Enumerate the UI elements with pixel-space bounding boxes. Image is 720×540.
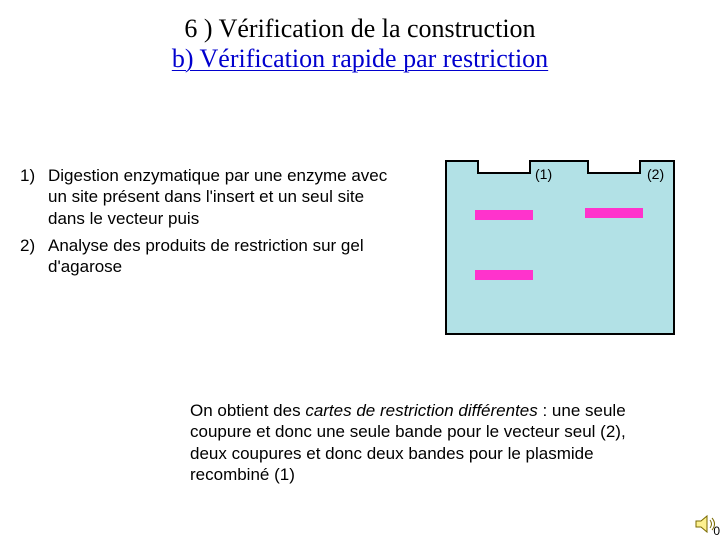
steps-list: 1) Digestion enzymatique par une enzyme …: [20, 165, 390, 283]
gel-band: [475, 270, 533, 280]
list-text: Analyse des produits de restriction sur …: [48, 235, 390, 278]
gel-band: [585, 208, 643, 218]
title-line: 6 ) Vérification de la construction: [0, 14, 720, 44]
gel-diagram: (1) (2): [445, 160, 675, 335]
bottom-text: On obtient des cartes de restriction dif…: [190, 400, 660, 485]
bottom-prefix: On obtient des: [190, 401, 305, 420]
title-block: 6 ) Vérification de la construction b) V…: [0, 14, 720, 74]
list-number: 2): [20, 235, 48, 278]
bottom-italic: cartes de restriction différentes: [305, 401, 537, 420]
gel-well-label: (2): [647, 166, 664, 182]
gel-band: [475, 210, 533, 220]
list-text: Digestion enzymatique par une enzyme ave…: [48, 165, 390, 229]
list-item: 2) Analyse des produits de restriction s…: [20, 235, 390, 278]
list-item: 1) Digestion enzymatique par une enzyme …: [20, 165, 390, 229]
list-number: 1): [20, 165, 48, 229]
gel-well: [477, 160, 531, 174]
gel-well: [587, 160, 641, 174]
subtitle-line: b) Vérification rapide par restriction: [0, 44, 720, 74]
slide: { "title": { "line1": "6 ) Vérification …: [0, 0, 720, 540]
page-number: 0: [713, 524, 720, 538]
gel-well-label: (1): [535, 166, 552, 182]
